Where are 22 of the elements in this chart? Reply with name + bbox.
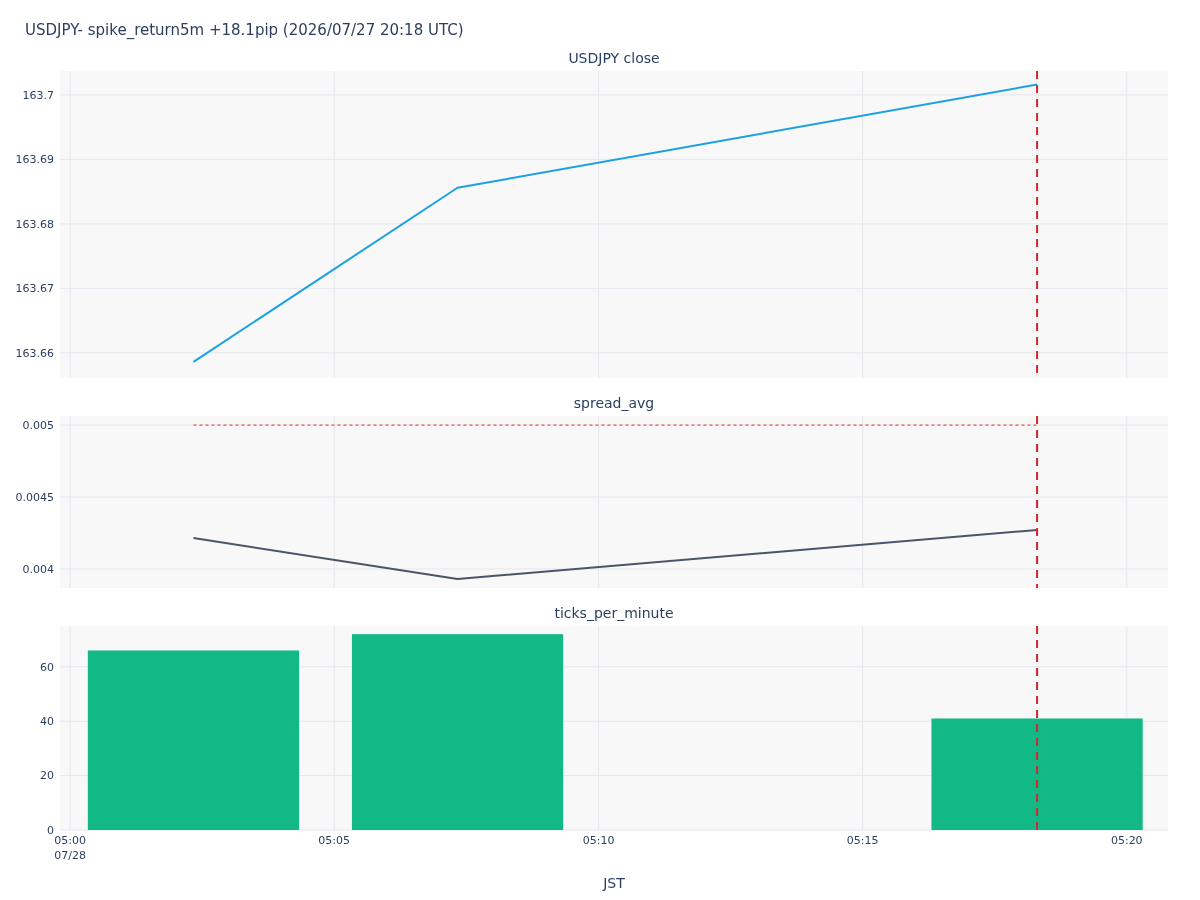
y-tick-label: 0.004 (22, 562, 54, 576)
x-axis-title: JST (602, 875, 626, 891)
chart-title: ticks_per_minute (554, 605, 674, 621)
y-tick-label: 0.005 (22, 418, 54, 432)
y-tick-label: 0.0045 (15, 490, 54, 504)
y-tick-label: 163.66 (15, 346, 54, 360)
y-tick-label: 40 (40, 715, 54, 729)
chart-title: USDJPY close (568, 50, 660, 66)
y-tick-label: 60 (40, 660, 54, 674)
y-tick-label: 163.68 (15, 217, 54, 231)
y-tick-label: 163.69 (15, 153, 54, 167)
x-tick-label: 05:00 07/28 (54, 834, 86, 862)
x-tick-label: 05:05 (318, 834, 351, 847)
y-tick-label: 163.67 (15, 282, 54, 296)
x-tick-label: 05:20 (1110, 834, 1143, 847)
y-tick-label: 20 (40, 769, 54, 783)
y-tick-label: 163.7 (22, 88, 54, 102)
y-tick-label: 0 (47, 823, 54, 837)
text: USDJPY- spike_return5m +18.1pip (2026/07/27 20:18 UTC) (25, 21, 464, 40)
chart-title: spread_avg (573, 395, 655, 411)
x-tick-label: 05:10 (582, 834, 615, 847)
x-tick-label: 05:15 (846, 834, 879, 847)
